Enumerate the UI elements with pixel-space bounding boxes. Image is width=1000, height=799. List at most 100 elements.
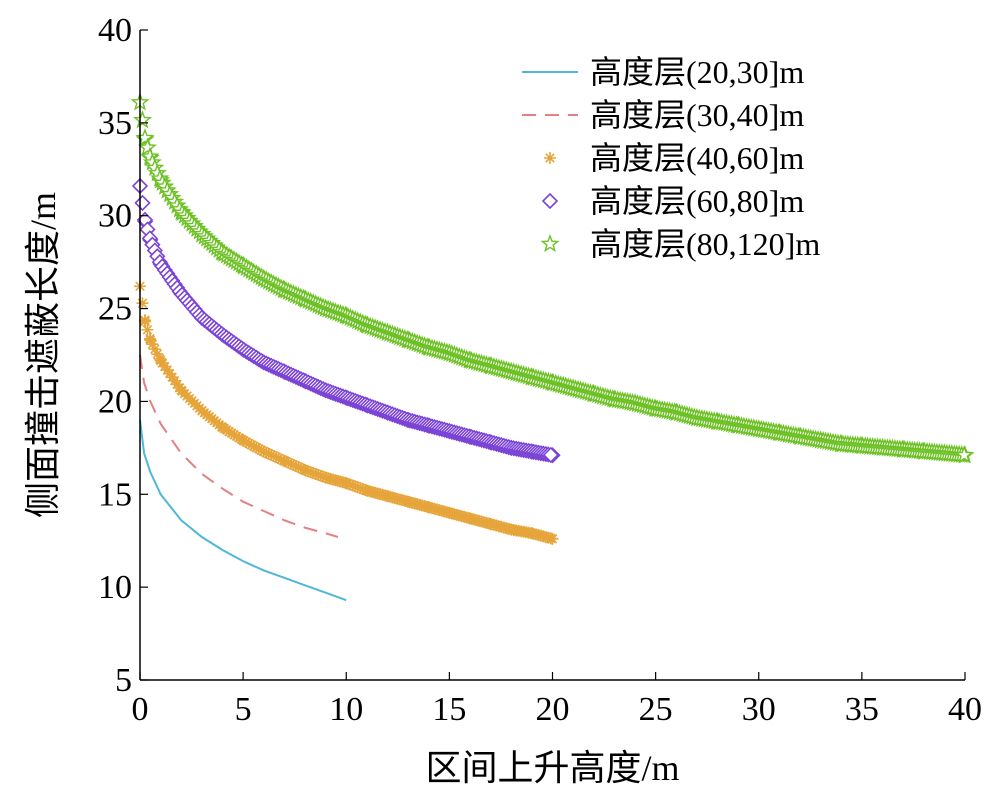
data-point: [148, 343, 161, 356]
legend-item: 高度层(40,60]m: [544, 140, 804, 176]
x-tick-label: 5: [235, 691, 252, 728]
y-axis-label: 侧面撞击遮蔽长度/m: [23, 192, 63, 518]
data-point: [277, 454, 290, 467]
data-point: [262, 447, 275, 460]
y-tick-label: 15: [98, 476, 132, 513]
data-point: [302, 465, 315, 478]
y-tick-label: 5: [115, 662, 132, 699]
legend-swatch: [541, 192, 559, 210]
data-point: [252, 442, 265, 455]
y-tick-label: 35: [98, 105, 132, 142]
data-point: [136, 297, 149, 310]
data-point: [280, 455, 293, 468]
data-point: [275, 453, 288, 466]
legend-item: 高度层(80,120]m: [540, 226, 820, 262]
data-point: [307, 467, 320, 480]
data-point: [143, 332, 156, 345]
data-point: [542, 446, 559, 464]
x-tick-label: 20: [536, 691, 570, 728]
data-point: [341, 477, 354, 490]
data-point: [284, 457, 297, 470]
legend-label: 高度层(30,40]m: [590, 97, 804, 133]
data-point: [137, 137, 157, 156]
series-2: [139, 354, 339, 538]
data-point: [265, 448, 278, 461]
data-point: [260, 446, 273, 459]
data-point: [257, 445, 270, 458]
data-point: [267, 450, 280, 463]
data-point: [317, 470, 330, 483]
data-point: [954, 445, 974, 464]
legend-label: 高度层(80,120]m: [590, 226, 820, 262]
y-tick-label: 40: [98, 12, 132, 49]
data-point: [237, 434, 250, 447]
legend-item: 高度层(30,40]m: [522, 97, 804, 133]
data-point: [309, 468, 322, 481]
series-1: [139, 419, 347, 602]
data-point: [359, 483, 372, 496]
data-point: [351, 481, 364, 494]
data-point: [135, 128, 155, 147]
data-point: [544, 532, 557, 545]
data-point: [299, 464, 312, 477]
y-tick-label: 20: [98, 383, 132, 420]
data-point: [297, 463, 310, 476]
legend-label: 高度层(40,60]m: [590, 140, 804, 176]
data-point: [339, 476, 352, 489]
data-point: [344, 478, 357, 491]
data-point: [292, 461, 305, 474]
legend-swatch: [540, 234, 560, 253]
data-point: [153, 352, 166, 365]
data-point: [240, 436, 253, 449]
y-tick-label: 10: [98, 569, 132, 606]
x-tick-label: 25: [639, 691, 673, 728]
data-point: [314, 469, 327, 482]
plot-area: [130, 92, 975, 602]
data-point: [282, 456, 295, 469]
data-point: [304, 466, 317, 479]
legend-item: 高度层(60,80]m: [541, 183, 804, 219]
data-point: [270, 451, 283, 464]
legend-label: 高度层(20,30]m: [590, 54, 804, 90]
series-5: [130, 92, 975, 464]
data-point: [287, 458, 300, 471]
series-line: [139, 419, 347, 602]
data-point: [134, 194, 151, 212]
x-tick-label: 30: [742, 691, 776, 728]
data-point: [245, 438, 258, 451]
data-point: [294, 462, 307, 475]
series-line: [139, 354, 339, 538]
data-point: [349, 480, 362, 493]
data-point: [354, 482, 367, 495]
data-point: [356, 483, 369, 496]
data-point: [242, 437, 255, 450]
data-point: [312, 468, 325, 481]
series-3: [134, 280, 559, 545]
data-point: [272, 452, 285, 465]
x-tick-label: 10: [329, 691, 363, 728]
data-point: [132, 110, 152, 129]
x-tick-label: 15: [432, 691, 466, 728]
data-point: [138, 314, 151, 327]
legend-item: 高度层(20,30]m: [522, 54, 804, 90]
y-tick-label: 30: [98, 198, 132, 235]
data-point: [247, 440, 260, 453]
data-point: [346, 479, 359, 492]
x-tick-label: 0: [132, 691, 149, 728]
data-point: [151, 348, 164, 361]
y-tick-label: 25: [98, 291, 132, 328]
legend-swatch: [544, 152, 556, 164]
data-point: [255, 444, 268, 457]
data-point: [250, 441, 263, 454]
x-axis-label: 区间上升高度/m: [425, 748, 679, 788]
legend: 高度层(20,30]m 高度层(30,40]m 高度层(40,60]m 高度层(60,…: [522, 54, 820, 262]
data-point: [289, 460, 302, 473]
data-point: [146, 338, 159, 351]
x-tick-label: 40: [948, 691, 982, 728]
data-point: [141, 323, 154, 336]
x-tick-label: 35: [845, 691, 879, 728]
legend-label: 高度层(60,80]m: [590, 183, 804, 219]
